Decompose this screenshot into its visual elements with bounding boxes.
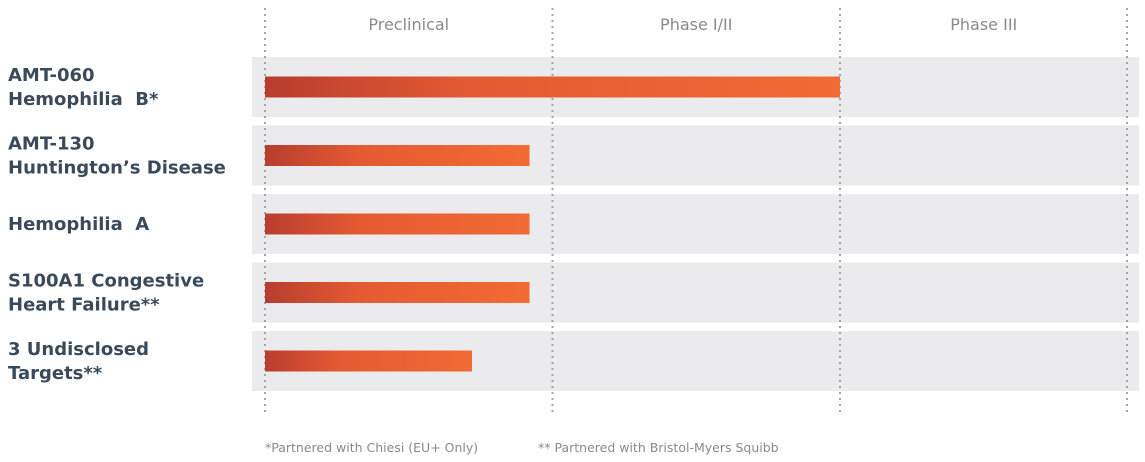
progress-bar bbox=[265, 282, 530, 303]
phase-label: Phase III bbox=[950, 15, 1017, 34]
program-label: 3 Undisclosed Targets** bbox=[8, 339, 149, 384]
program-label: AMT-130 Huntington’s Disease bbox=[8, 134, 226, 179]
footnotes: *Partnered with Chiesi (EU+ Only) ** Par… bbox=[265, 440, 779, 455]
footnote-chiesi: *Partnered with Chiesi (EU+ Only) bbox=[265, 440, 478, 455]
phase-gridlines bbox=[264, 8, 1128, 416]
progress-bar bbox=[265, 76, 840, 98]
program-label: Hemophilia A bbox=[8, 214, 149, 235]
phase-label: Phase I/II bbox=[660, 15, 732, 34]
phase-label: Preclinical bbox=[368, 15, 449, 34]
phase-labels: Preclinical Phase I/II Phase III bbox=[368, 15, 1017, 34]
progress-bar bbox=[265, 145, 530, 166]
program-label: S100A1 Congestive Heart Failure** bbox=[8, 271, 204, 316]
program-label: AMT-060 Hemophilia B* bbox=[8, 65, 159, 110]
progress-bars bbox=[265, 76, 840, 372]
program-labels: AMT-060 Hemophilia B* AMT-130 Huntington’s … bbox=[8, 65, 226, 384]
footnote-bms: ** Partnered with Bristol-Myers Squibb bbox=[538, 440, 779, 455]
progress-bar bbox=[265, 350, 472, 372]
progress-bar bbox=[265, 213, 530, 235]
